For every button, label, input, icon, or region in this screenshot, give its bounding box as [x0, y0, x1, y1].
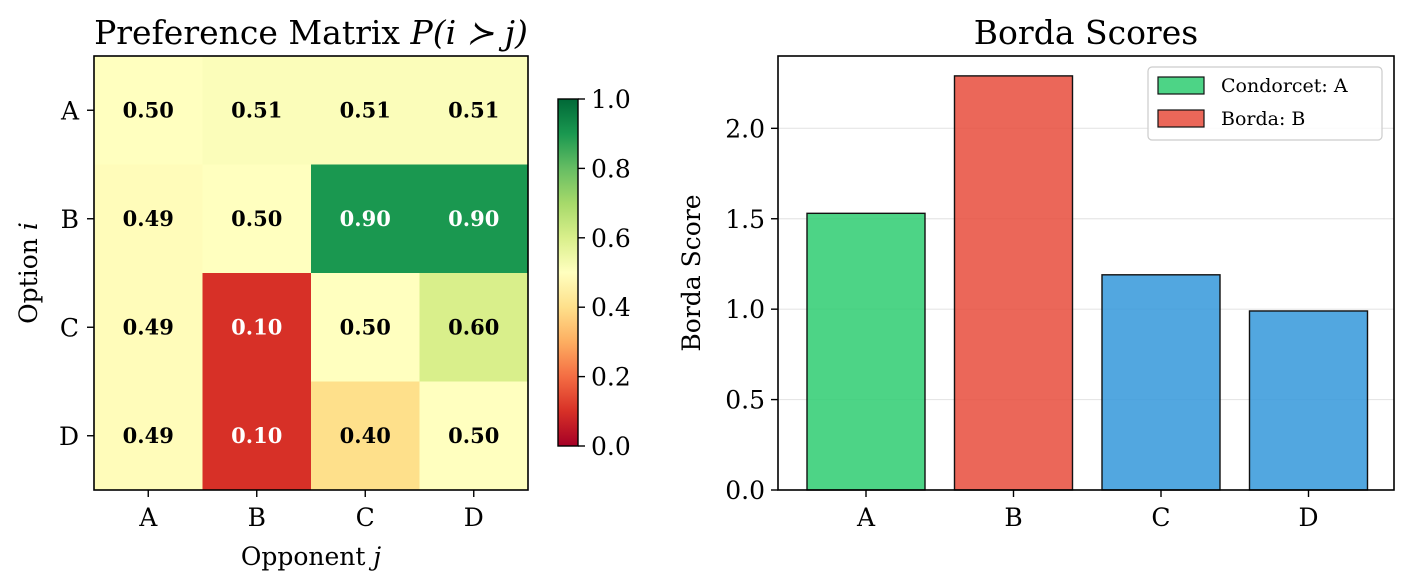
legend-swatch: [1157, 76, 1205, 95]
colorbar-tick-label: 0.2: [591, 363, 631, 392]
bar-x-ticks: A B C D: [856, 490, 1319, 532]
bar-y-label: Borda Score: [677, 194, 706, 351]
heatmap-cell-A-B: [202, 56, 312, 165]
heatmap-x-tick-label: D: [464, 503, 484, 532]
heatmap-y-tick-label: B: [61, 205, 79, 234]
heatmap-cell-D-C: [311, 381, 420, 491]
bar-x-tick-label: A: [856, 503, 876, 532]
heatmap-x-tick-label: A: [138, 503, 158, 532]
legend-box: [1147, 66, 1383, 141]
colorbar-tick-label: 1.0: [591, 85, 631, 114]
heatmap-cell-A-A: [94, 56, 203, 165]
heatmap-cell-C-B: [202, 273, 312, 382]
heatmap-cell-label-A-B: 0.51: [231, 97, 282, 122]
bar-x-tick-label: B: [1004, 503, 1022, 532]
heatmap-cell-B-A: [94, 164, 203, 274]
colorbar-tick-label: 0.6: [591, 224, 631, 253]
heatmap-cell-label-C-C: 0.50: [340, 314, 391, 339]
heatmap-cell-C-C: [311, 273, 420, 382]
bar-title: Borda Scores: [974, 13, 1198, 52]
colorbar: [558, 99, 578, 446]
colorbar-tick-label: 0.4: [591, 293, 631, 322]
colorbar-frame: [557, 98, 579, 447]
heatmap-y-tick-label: D: [59, 422, 79, 451]
legend-label: Borda: B: [1221, 108, 1305, 130]
bar-y-tick-label: 2.0: [725, 114, 765, 143]
bar-x-tick-label: D: [1298, 503, 1318, 532]
heatmap-cell-label-D-A: 0.49: [123, 423, 174, 448]
heatmap-x-label: Opponent j: [241, 542, 382, 571]
heatmap-chart: Preference Matrix P(i ≻ j) 0.50 0.51 0.51 0…: [14, 13, 631, 571]
bar-y-ticks: 0.0 0.5 1.0 1.5 2.0: [725, 114, 778, 505]
heatmap-cell-A-C: [311, 56, 420, 165]
legend-swatch: [1157, 109, 1205, 128]
heatmap-cell-label-B-C: 0.90: [340, 206, 391, 231]
bar-legend: Condorcet: A Borda: B: [1147, 66, 1383, 141]
bar-frame: [777, 55, 1395, 491]
heatmap-cell-C-D: [419, 273, 529, 382]
heatmap-y-ticks: A B C D: [59, 96, 94, 451]
bar-x-tick-label: C: [1151, 503, 1170, 532]
heatmap-cell-label-C-B: 0.10: [231, 314, 282, 339]
heatmap-cell-label-D-B: 0.10: [231, 423, 282, 448]
bar-y-tick-label: 0.5: [725, 386, 765, 415]
heatmap-y-label: Option i: [14, 222, 43, 324]
bar-y-tick-label: 0.0: [725, 476, 765, 505]
heatmap-cell-label-A-C: 0.51: [340, 97, 391, 122]
colorbar-tick-label: 0.0: [591, 432, 631, 461]
bar-C: [1101, 274, 1221, 491]
heatmap-cell-B-C: [311, 164, 420, 274]
heatmap-cell-label-B-A: 0.49: [123, 206, 174, 231]
bar-A: [806, 212, 926, 491]
heatmap-y-tick-label: A: [60, 96, 80, 125]
heatmap-cell-A-D: [419, 56, 529, 165]
heatmap-cell-D-D: [419, 381, 529, 491]
heatmap-y-tick-label: C: [60, 313, 79, 342]
heatmap-cell-C-A: [94, 273, 203, 382]
bar-D: [1248, 310, 1369, 491]
bar-y-tick-label: 1.5: [725, 205, 765, 234]
heatmap-cell-label-A-A: 0.50: [123, 97, 174, 122]
heatmap-cell-D-B: [202, 381, 312, 491]
legend-entries: Condorcet: A Borda: B: [1157, 75, 1348, 130]
heatmap-x-tick-label: C: [356, 503, 375, 532]
heatmap-cells: 0.50 0.51 0.51 0.51 0.49 0.50 0.90 0.90 0.49 0.10…: [94, 56, 529, 491]
bar-y-tick-label: 1.0: [725, 295, 765, 324]
heatmap-cell-B-B: [202, 164, 312, 274]
heatmap-cell-label-C-A: 0.49: [123, 314, 174, 339]
heatmap-cell-label-A-D: 0.51: [448, 97, 499, 122]
heatmap-cell-label-D-C: 0.40: [340, 423, 391, 448]
bar-chart: Borda Scores A B C D 0.0 0.5 1.0 1.5 2.0 Borda …: [677, 13, 1395, 532]
heatmap-x-ticks: A B C D: [138, 490, 484, 532]
heatmap-cell-label-B-D: 0.90: [448, 206, 499, 231]
heatmap-title: Preference Matrix P(i ≻ j): [94, 13, 528, 52]
heatmap-frame: [93, 55, 529, 491]
legend-label: Condorcet: A: [1221, 75, 1348, 97]
heatmap-cell-label-D-D: 0.50: [448, 423, 499, 448]
heatmap-x-tick-label: B: [248, 503, 266, 532]
heatmap-cell-B-D: [419, 164, 529, 274]
heatmap-cell-label-C-D: 0.60: [448, 314, 499, 339]
heatmap-cell-label-B-B: 0.50: [231, 206, 282, 231]
colorbar-ticks: 0.0 0.2 0.4 0.6 0.8 1.0: [578, 85, 631, 461]
bar-B: [953, 75, 1074, 491]
bar-series: [806, 75, 1369, 491]
colorbar-tick-label: 0.8: [591, 154, 631, 183]
heatmap-cell-D-A: [94, 381, 203, 491]
